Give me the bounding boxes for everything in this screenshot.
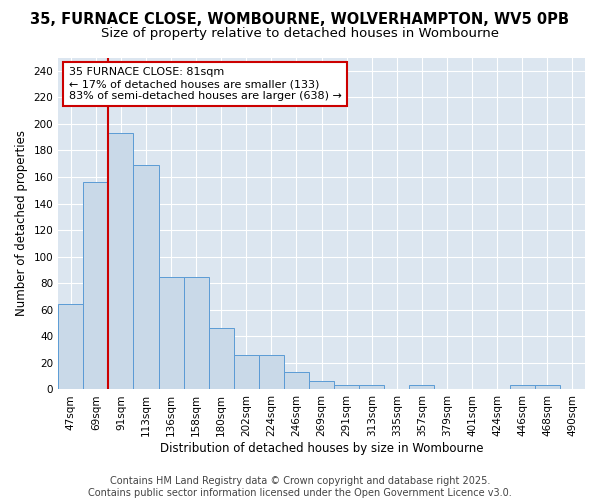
Bar <box>209 328 234 390</box>
Text: Size of property relative to detached houses in Wombourne: Size of property relative to detached ho… <box>101 28 499 40</box>
Bar <box>58 304 83 390</box>
Bar <box>334 386 359 390</box>
Y-axis label: Number of detached properties: Number of detached properties <box>15 130 28 316</box>
Bar <box>133 165 158 390</box>
Bar <box>234 355 259 390</box>
Bar <box>184 276 209 390</box>
Bar <box>259 355 284 390</box>
Bar <box>409 386 434 390</box>
Bar <box>109 133 133 390</box>
Text: Contains HM Land Registry data © Crown copyright and database right 2025.
Contai: Contains HM Land Registry data © Crown c… <box>88 476 512 498</box>
Bar <box>535 386 560 390</box>
X-axis label: Distribution of detached houses by size in Wombourne: Distribution of detached houses by size … <box>160 442 484 455</box>
Bar <box>83 182 109 390</box>
Bar <box>284 372 309 390</box>
Bar <box>510 386 535 390</box>
Text: 35, FURNACE CLOSE, WOMBOURNE, WOLVERHAMPTON, WV5 0PB: 35, FURNACE CLOSE, WOMBOURNE, WOLVERHAMP… <box>31 12 569 28</box>
Bar <box>158 276 184 390</box>
Bar <box>359 386 385 390</box>
Text: 35 FURNACE CLOSE: 81sqm
← 17% of detached houses are smaller (133)
83% of semi-d: 35 FURNACE CLOSE: 81sqm ← 17% of detache… <box>69 68 341 100</box>
Bar <box>309 382 334 390</box>
